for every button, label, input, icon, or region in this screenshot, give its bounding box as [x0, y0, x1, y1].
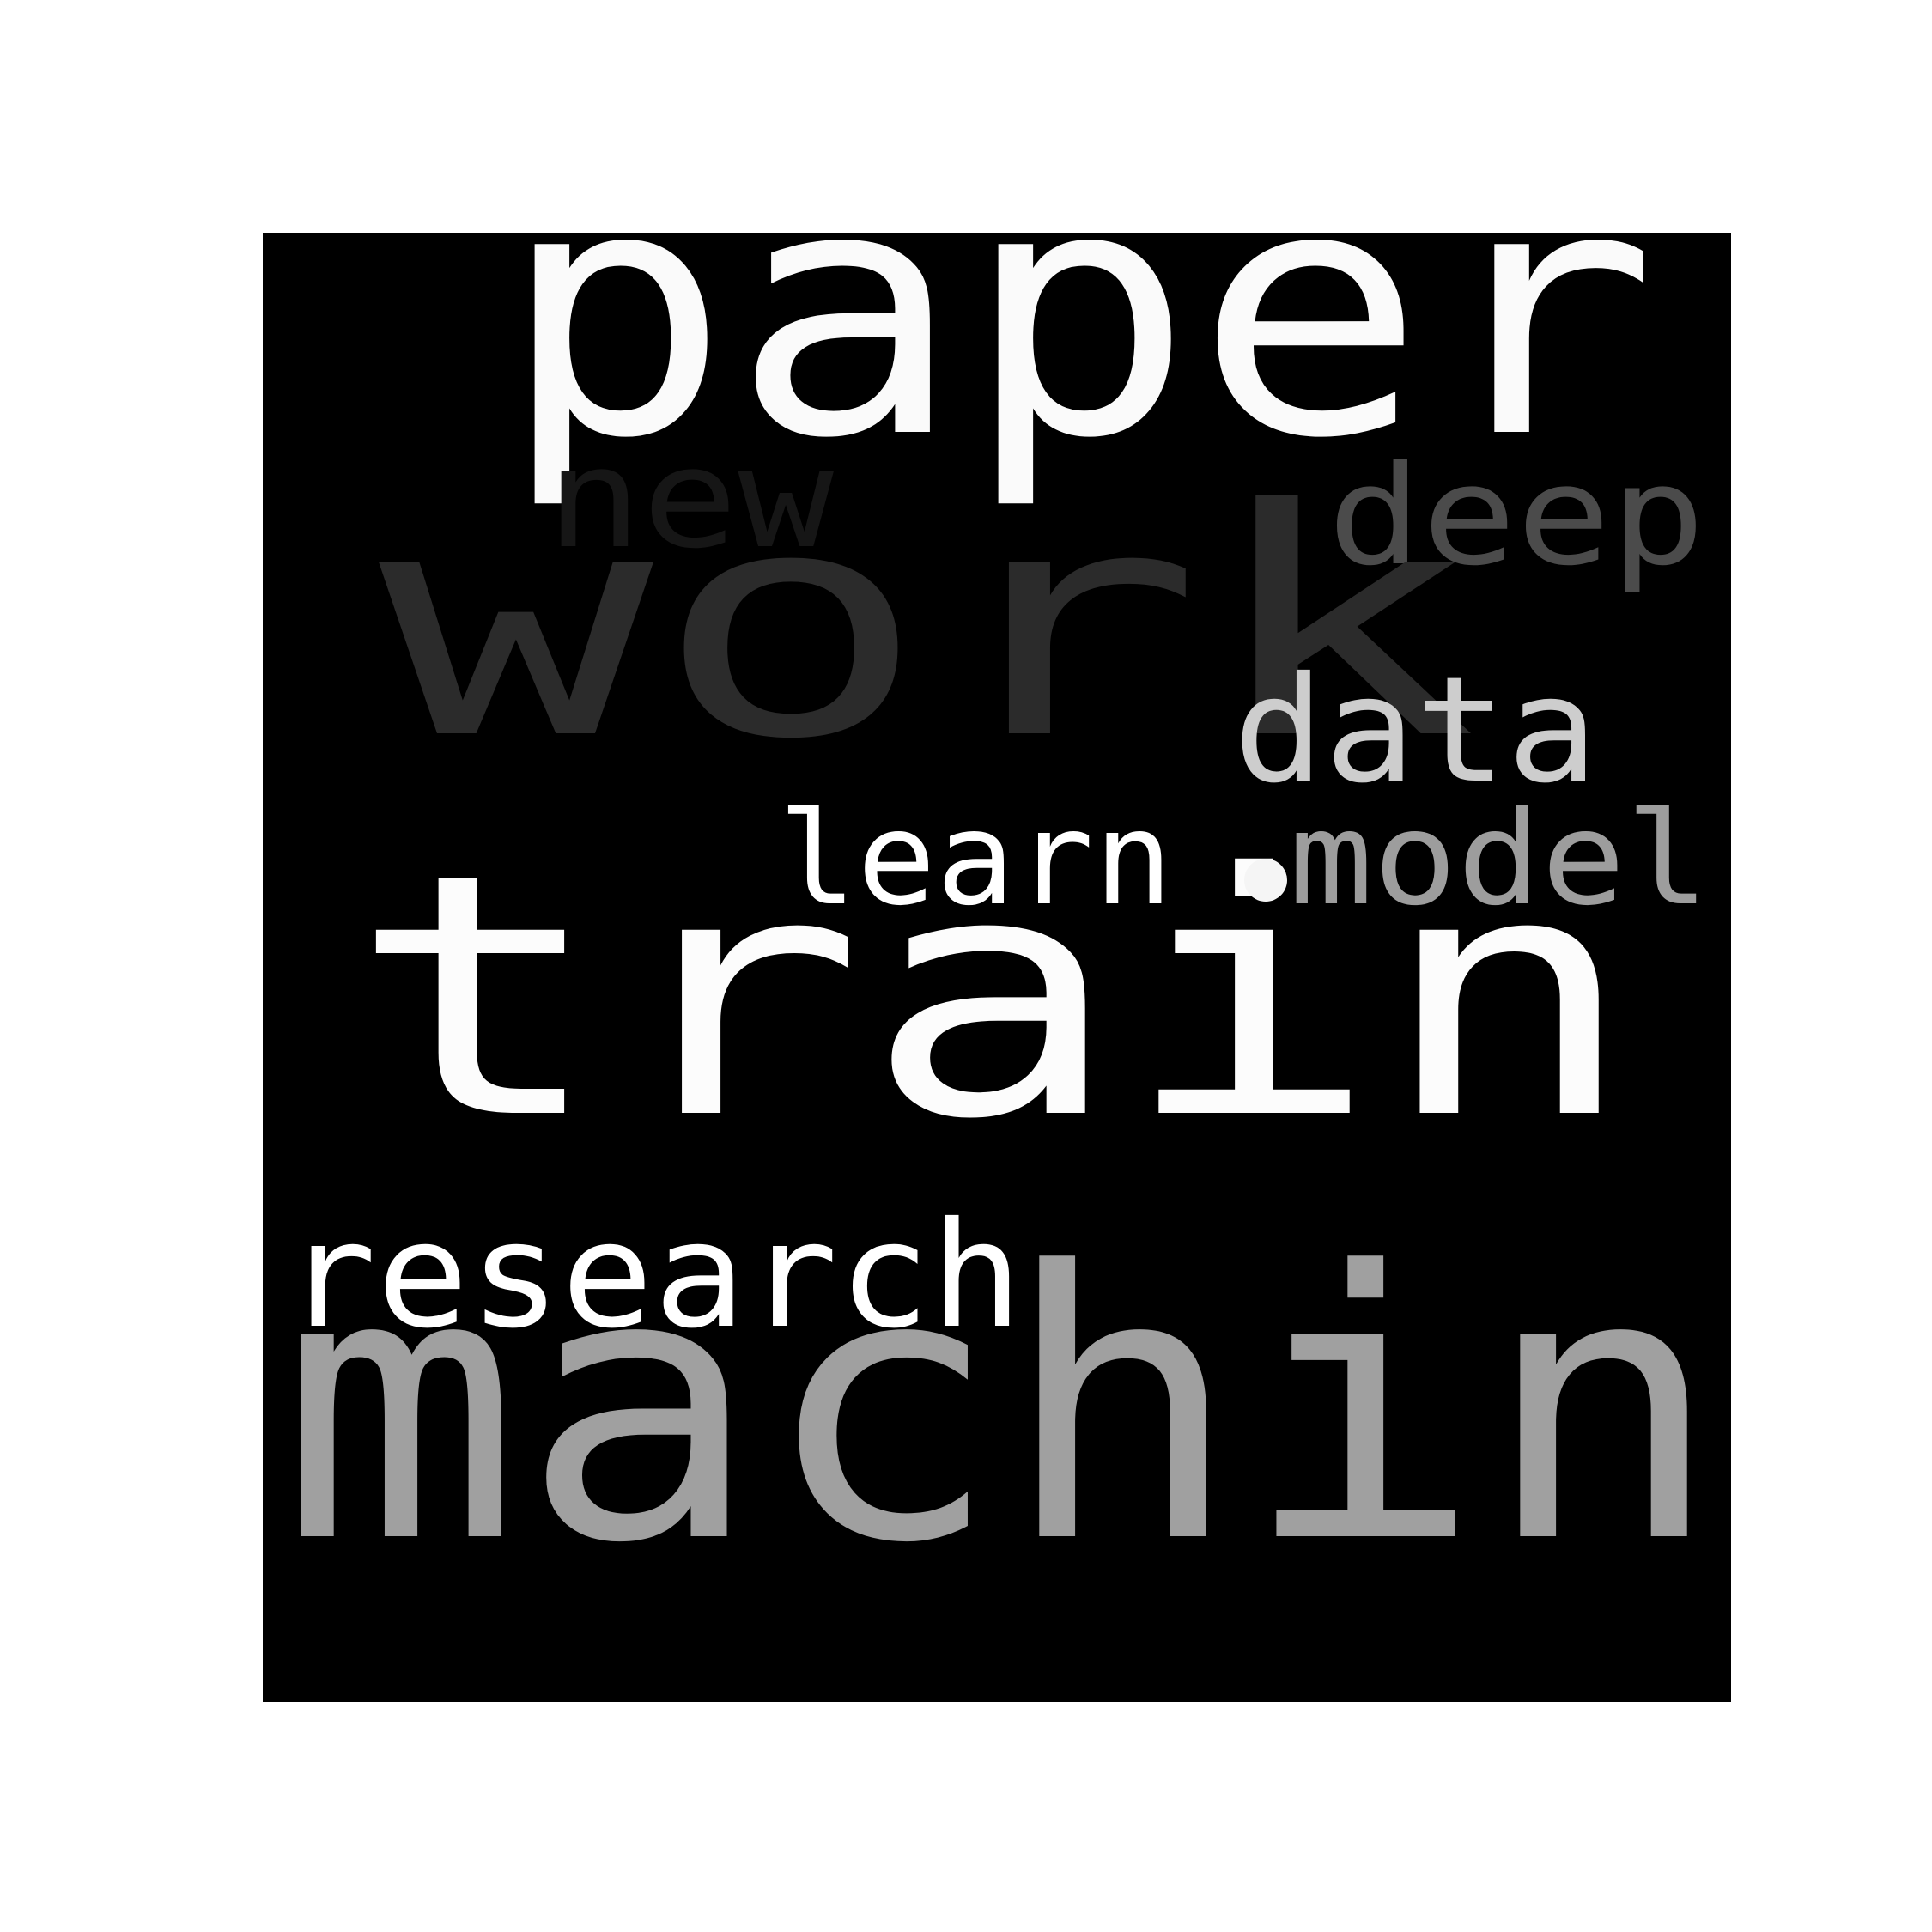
word-model: model: [1289, 785, 1710, 934]
word-work: work: [379, 443, 1478, 808]
word-data: data: [1233, 646, 1599, 816]
word-research: research: [284, 1191, 1023, 1361]
word-cloud: paper new deep work data learn model tra…: [263, 233, 1731, 1702]
word-learn: learn: [778, 785, 1173, 934]
dot-mark: [1244, 859, 1287, 902]
word-new: new: [546, 418, 834, 579]
word-machin: machin: [280, 1194, 1723, 1624]
word-deep: deep: [1327, 435, 1705, 596]
word-paper: paper: [499, 233, 1659, 513]
word-train: train: [349, 802, 1637, 1192]
